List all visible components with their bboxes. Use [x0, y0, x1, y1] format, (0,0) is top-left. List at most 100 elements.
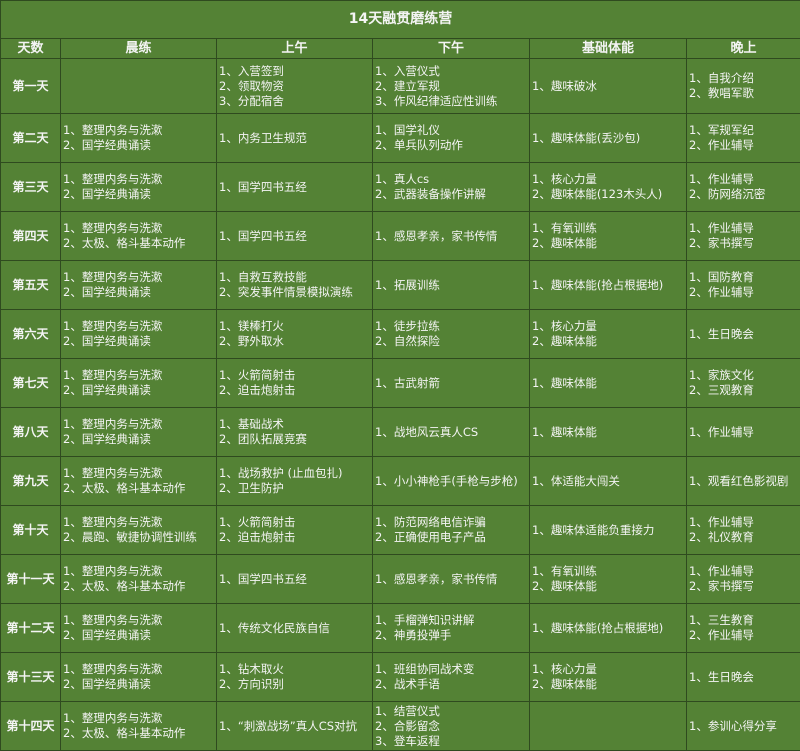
activity-cell: 1、参训心得分享 [687, 702, 800, 751]
activity-item: 1、小小神枪手(手枪与步枪) [375, 474, 527, 489]
column-header: 上午 [217, 39, 373, 59]
activity-item: 1、体适能大闯关 [532, 474, 684, 489]
activity-item: 1、自救互救技能 [219, 270, 370, 285]
day-cell: 第四天 [1, 212, 61, 261]
activity-cell: 1、生日晚会 [687, 310, 800, 359]
day-cell: 第七天 [1, 359, 61, 408]
activity-item: 1、整理内务与洗漱 [63, 466, 214, 481]
activity-item: 1、整理内务与洗漱 [63, 319, 214, 334]
activity-item: 1、“刺激战场”真人CS对抗 [219, 719, 370, 734]
activity-item: 1、有氧训练 [532, 221, 684, 236]
activity-item: 2、趣味体能 [532, 579, 684, 594]
activity-item: 2、太极、格斗基本动作 [63, 726, 214, 741]
header-row: 天数晨练上午下午基础体能晚上 [1, 39, 800, 59]
activity-item: 2、趣味体能(123木头人) [532, 187, 684, 202]
activity-item: 2、趣味体能 [532, 677, 684, 692]
activity-item: 2、晨跑、敏捷协调性训练 [63, 530, 214, 545]
activity-item: 3、登车返程 [375, 734, 527, 749]
activity-cell: 1、传统文化民族自信 [217, 604, 373, 653]
activity-item: 1、国学四书五经 [219, 180, 370, 195]
activity-item: 2、团队拓展竞赛 [219, 432, 370, 447]
activity-item: 2、战术手语 [375, 677, 527, 692]
activity-item: 1、有氧训练 [532, 564, 684, 579]
activity-item: 1、基础战术 [219, 417, 370, 432]
activity-item: 2、作业辅导 [689, 138, 798, 153]
activity-item: 2、作业辅导 [689, 628, 798, 643]
activity-item: 1、观看红色影视剧 [689, 474, 798, 489]
activity-item: 2、国学经典诵读 [63, 432, 214, 447]
activity-item: 1、入营仪式 [375, 64, 527, 79]
activity-item: 1、火箭简射击 [219, 515, 370, 530]
activity-cell: 1、小小神枪手(手枪与步枪) [373, 457, 530, 506]
activity-item: 2、国学经典诵读 [63, 187, 214, 202]
activity-item: 2、自然探险 [375, 334, 527, 349]
activity-item: 1、核心力量 [532, 319, 684, 334]
activity-cell [61, 59, 217, 114]
day-cell: 第十一天 [1, 555, 61, 604]
activity-item: 2、神勇投弹手 [375, 628, 527, 643]
activity-item: 2、迫击炮射击 [219, 530, 370, 545]
activity-item: 1、拓展训练 [375, 278, 527, 293]
activity-cell: 1、国学四书五经 [217, 555, 373, 604]
activity-cell: 1、作业辅导 [687, 408, 800, 457]
activity-item: 1、作业辅导 [689, 172, 798, 187]
activity-item: 1、真人cs [375, 172, 527, 187]
activity-item: 2、国学经典诵读 [63, 285, 214, 300]
activity-item: 1、班组协同战术变 [375, 662, 527, 677]
activity-item: 1、趣味体能 [532, 376, 684, 391]
activity-item: 2、合影留念 [375, 719, 527, 734]
activity-item: 1、整理内务与洗漱 [63, 515, 214, 530]
activity-cell: 1、感恩孝亲，家书传情 [373, 555, 530, 604]
activity-cell: 1、趣味体适能负重接力 [530, 506, 687, 555]
activity-item: 1、徒步拉练 [375, 319, 527, 334]
activity-item: 1、趣味体适能负重接力 [532, 523, 684, 538]
activity-cell [530, 702, 687, 751]
day-cell: 第十天 [1, 506, 61, 555]
activity-item: 1、军规军纪 [689, 123, 798, 138]
activity-item: 2、单兵队列动作 [375, 138, 527, 153]
activity-item: 1、趣味破冰 [532, 79, 684, 94]
day-cell: 第五天 [1, 261, 61, 310]
activity-item: 2、建立军规 [375, 79, 527, 94]
activity-cell: 1、趣味体能 [530, 359, 687, 408]
activity-item: 2、国学经典诵读 [63, 138, 214, 153]
activity-item: 1、战场救护 (止血包扎) [219, 466, 370, 481]
activity-item: 2、迫击炮射击 [219, 383, 370, 398]
activity-item: 2、领取物资 [219, 79, 370, 94]
activity-cell: 1、趣味破冰 [530, 59, 687, 114]
activity-item: 1、感恩孝亲，家书传情 [375, 572, 527, 587]
activity-item: 2、武器装备操作讲解 [375, 187, 527, 202]
activity-item: 1、三生教育 [689, 613, 798, 628]
activity-item: 2、家书撰写 [689, 236, 798, 251]
